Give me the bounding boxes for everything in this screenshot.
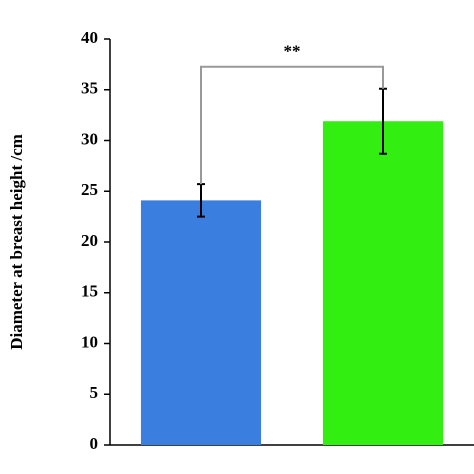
y-tick-label: 35 [81,79,98,98]
y-tick-label: 40 [81,28,98,47]
y-tick-label: 15 [81,282,98,301]
y-axis-label: Diameter at breast height /cm [7,134,26,350]
y-tick-label: 30 [81,129,98,148]
y-tick-label: 10 [81,332,98,351]
bar [140,200,262,445]
annotation: ** [284,42,301,61]
significance-bracket [200,65,384,185]
bar [322,121,444,445]
y-tick-label: 20 [81,231,98,250]
y-tick-label: 0 [90,434,99,453]
y-tick-label: 5 [90,383,99,402]
y-tick-label: 25 [81,180,98,199]
